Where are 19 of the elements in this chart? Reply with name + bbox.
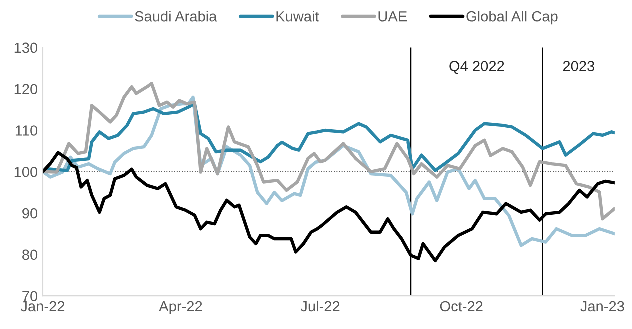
y-tick-label: 80 — [22, 250, 38, 260]
legend-label: Saudi Arabia — [135, 11, 218, 22]
x-tick-label: Jan-22 — [20, 301, 65, 312]
y-tick-label: 130 — [14, 42, 38, 54]
ref-line-label: 2023 — [563, 61, 594, 72]
legend-label: UAE — [378, 12, 408, 22]
y-tick-label: 110 — [16, 126, 38, 136]
x-tick-label: Apr-22 — [159, 301, 202, 315]
y-tick-label: 100 — [14, 167, 38, 178]
ref-line-label: Q4 2022 — [450, 61, 504, 74]
line-series — [42, 82, 615, 221]
y-tick-label: 120 — [14, 84, 38, 95]
legend-label: Kuwait — [276, 11, 320, 22]
x-tick-label: Jul-22 — [300, 300, 340, 312]
y-tick-label: 70 — [22, 291, 38, 302]
x-tick-label: Jan-23 — [580, 301, 624, 312]
legend-label: Global All Cap — [466, 11, 558, 25]
y-tick-label: 90 — [22, 208, 38, 219]
x-tick-label: Oct-22 — [440, 301, 483, 312]
